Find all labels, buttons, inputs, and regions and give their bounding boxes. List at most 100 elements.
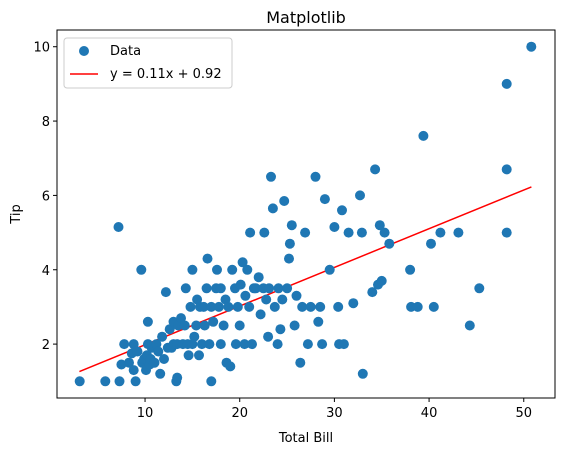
data-point — [212, 264, 222, 275]
data-point — [315, 301, 326, 312]
legend-marker-data — [79, 46, 89, 56]
data-point — [183, 350, 194, 361]
data-point — [356, 227, 367, 238]
data-point — [263, 331, 274, 342]
data-point — [213, 301, 224, 312]
legend: Data y = 0.11x + 0.92 — [63, 37, 233, 89]
data-point — [261, 294, 272, 305]
data-point — [202, 253, 213, 264]
data-point — [225, 361, 236, 372]
data-point — [113, 222, 124, 232]
data-point — [130, 376, 141, 387]
data-point — [426, 238, 436, 249]
data-point — [374, 220, 385, 231]
legend-label-fit-line: y = 0.11x + 0.92 — [110, 67, 222, 82]
data-point — [269, 301, 280, 312]
data-point — [191, 320, 202, 331]
data-point — [208, 316, 219, 327]
data-point — [204, 339, 215, 350]
y-tick-label: 6 — [42, 189, 50, 204]
data-point — [428, 301, 439, 312]
data-point — [286, 220, 297, 231]
data-point — [313, 316, 324, 327]
data-point — [338, 339, 349, 350]
data-point — [136, 264, 147, 275]
data-point — [367, 287, 378, 298]
data-point — [128, 365, 139, 376]
data-point — [245, 227, 256, 238]
data-point — [355, 190, 365, 201]
data-point — [464, 320, 475, 331]
data-point — [242, 264, 253, 275]
data-point — [164, 324, 175, 335]
data-point — [526, 41, 537, 52]
data-point — [279, 196, 290, 206]
data-point — [132, 346, 143, 357]
data-point — [124, 357, 134, 368]
data-point — [153, 346, 164, 357]
data-point — [302, 339, 313, 350]
data-point — [259, 227, 270, 238]
y-tick-label: 10 — [33, 41, 50, 56]
data-point — [196, 339, 207, 350]
data-point — [234, 320, 245, 331]
data-point — [284, 253, 294, 264]
data-point — [155, 368, 166, 379]
data-point — [272, 339, 283, 350]
data-point — [418, 130, 429, 141]
data-point — [253, 272, 264, 283]
data-point — [114, 376, 125, 387]
data-point — [277, 294, 288, 305]
data-point — [206, 301, 217, 312]
data-point — [324, 264, 335, 275]
data-point — [194, 350, 204, 361]
data-point — [223, 301, 234, 312]
data-point — [215, 283, 226, 294]
data-point — [180, 283, 191, 294]
data-point — [199, 320, 210, 331]
data-point — [206, 376, 217, 387]
data-point — [128, 339, 139, 350]
data-point — [266, 171, 276, 182]
data-point — [412, 301, 423, 312]
legend-label-data: Data — [110, 44, 141, 59]
data-point — [333, 301, 344, 312]
data-point — [240, 290, 251, 301]
data-point — [198, 301, 209, 312]
y-axis-label: Tip — [9, 204, 24, 224]
data-point — [297, 301, 308, 312]
data-point — [74, 376, 85, 387]
legend-box — [63, 37, 233, 89]
data-point — [370, 164, 381, 175]
y-axis-ticks: 2 4 6 8 10 — [33, 41, 57, 353]
data-point — [291, 290, 302, 301]
x-axis-ticks: 10 20 30 40 50 — [137, 398, 532, 421]
x-tick-label: 20 — [231, 406, 248, 421]
data-point — [179, 320, 190, 331]
data-point — [453, 227, 464, 238]
data-point — [255, 309, 266, 320]
data-point — [264, 283, 275, 294]
data-point — [384, 238, 395, 249]
data-point — [310, 171, 321, 182]
data-point — [116, 359, 127, 370]
data-point — [275, 324, 286, 335]
x-tick-label: 10 — [137, 406, 154, 421]
data-point — [172, 372, 183, 383]
data-points-layer — [74, 41, 537, 387]
data-point — [227, 264, 238, 275]
x-axis-label: Total Bill — [278, 431, 333, 446]
y-tick-label: 8 — [42, 115, 50, 130]
data-point — [239, 339, 250, 350]
data-point — [218, 320, 229, 331]
data-point — [100, 376, 111, 387]
x-tick-label: 50 — [515, 406, 532, 421]
data-point — [187, 264, 198, 275]
plot-area — [57, 30, 555, 398]
data-point — [343, 227, 354, 238]
data-point — [317, 339, 328, 350]
data-point — [160, 287, 171, 298]
x-tick-label: 30 — [326, 406, 343, 421]
data-point — [357, 368, 368, 379]
